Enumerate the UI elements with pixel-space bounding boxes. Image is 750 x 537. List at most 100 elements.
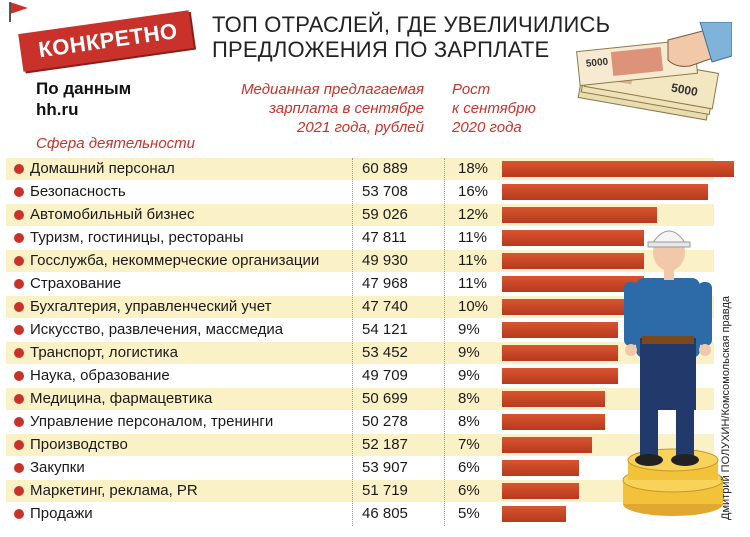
category-label: Закупки (30, 459, 85, 476)
growth-bar (502, 253, 644, 269)
source-note: По данным hh.ru (36, 78, 131, 120)
photo-credit: Дмитрий ПОЛУХИН/Комсомольская правда (720, 296, 732, 520)
growth-value: 18% (458, 160, 489, 177)
bullet-icon (14, 440, 24, 450)
growth-value: 5% (458, 505, 480, 522)
table-row: Продажи 46 805 5% (6, 503, 714, 525)
table-row: Страхование 47 968 11% (6, 273, 714, 295)
source-line-2: hh.ru (36, 100, 79, 119)
table-row: Автомобильный бизнес 59 026 12% (6, 204, 714, 226)
growth-value: 11% (458, 252, 487, 269)
sphere-header: Сфера деятельности (36, 135, 195, 152)
bullet-icon (14, 279, 24, 289)
growth-value: 7% (458, 436, 480, 453)
bullet-icon (14, 256, 24, 266)
growth-value: 8% (458, 413, 480, 430)
table-row: Госслужба, некоммерческие организации 49 … (6, 250, 714, 272)
growth-bar (502, 207, 657, 223)
title-line-1: ТОП ОТРАСЛЕЙ, ГДЕ УВЕЛИЧИЛИСЬ (212, 12, 611, 37)
salary-value: 53 708 (362, 183, 408, 200)
growth-value: 8% (458, 390, 480, 407)
category-label: Наука, образование (30, 367, 170, 384)
salary-header: Медианная предлагаемая зарплата в сентяб… (241, 80, 424, 137)
growth-value: 16% (458, 183, 489, 200)
table-row: Медицина, фармацевтика 50 699 8% (6, 388, 714, 410)
growth-bar (502, 299, 631, 315)
bullet-icon (14, 486, 24, 496)
category-label: Безопасность (30, 183, 126, 200)
category-label: Страхование (30, 275, 122, 292)
table-row: Производство 52 187 7% (6, 434, 714, 456)
growth-bar (502, 276, 644, 292)
growth-bar (502, 161, 734, 177)
salary-value: 47 740 (362, 298, 408, 315)
salary-header-line-2: зарплата в сентябре (269, 100, 424, 117)
growth-bar (502, 345, 618, 361)
growth-bar (502, 184, 708, 200)
source-line-1: По данным (36, 79, 132, 98)
salary-value: 54 121 (362, 321, 408, 338)
salary-value: 51 719 (362, 482, 408, 499)
bullet-icon (14, 348, 24, 358)
salary-value: 59 026 (362, 206, 408, 223)
category-label: Продажи (30, 505, 93, 522)
bullet-icon (14, 417, 24, 427)
table-row: Управление персоналом, тренинги 50 278 8% (6, 411, 714, 433)
salary-value: 60 889 (362, 160, 408, 177)
growth-value: 12% (458, 206, 489, 223)
category-label: Управление персоналом, тренинги (30, 413, 274, 430)
salary-value: 46 805 (362, 505, 408, 522)
growth-header-line-3: 2020 года (452, 119, 522, 136)
worker-illustration (622, 230, 724, 516)
salary-value: 53 452 (362, 344, 408, 361)
growth-header-line-2: к сентябрю (452, 100, 536, 117)
salary-value: 49 930 (362, 252, 408, 269)
category-label: Туризм, гостиницы, рестораны (30, 229, 244, 246)
growth-header: Рост к сентябрю 2020 года (452, 80, 536, 137)
salary-value: 47 811 (362, 229, 407, 246)
growth-value: 9% (458, 344, 480, 361)
table-row: Маркетинг, реклама, PR 51 719 6% (6, 480, 714, 502)
table-row: Домашний персонал 60 889 18% (6, 158, 734, 180)
growth-value: 9% (458, 367, 480, 384)
growth-value: 10% (458, 298, 489, 315)
bullet-icon (14, 394, 24, 404)
table-row: Туризм, гостиницы, рестораны 47 811 11% (6, 227, 714, 249)
bullet-icon (14, 233, 24, 243)
growth-bar (502, 322, 618, 338)
badge-label: КОНКРЕТНО (36, 18, 180, 63)
money-label-2: 5000 (670, 81, 699, 99)
growth-bar (502, 460, 579, 476)
category-label: Искусство, развлечения, массмедиа (30, 321, 284, 338)
chart-title: ТОП ОТРАСЛЕЙ, ГДЕ УВЕЛИЧИЛИСЬ ПРЕДЛОЖЕНИ… (212, 12, 610, 62)
growth-bar (502, 230, 644, 246)
bullet-icon (14, 325, 24, 335)
salary-header-line-1: Медианная предлагаемая (241, 81, 424, 98)
growth-value: 11% (458, 275, 487, 292)
growth-bar (502, 483, 579, 499)
category-label: Домашний персонал (30, 160, 175, 177)
bullet-icon (14, 302, 24, 312)
bullet-icon (14, 371, 24, 381)
category-label: Маркетинг, реклама, PR (30, 482, 198, 499)
title-line-2: ПРЕДЛОЖЕНИЯ ПО ЗАРПЛАТЕ (212, 37, 550, 62)
growth-value: 11% (458, 229, 487, 246)
bullet-icon (14, 187, 24, 197)
growth-bar (502, 506, 566, 522)
salary-header-line-3: 2021 года, рублей (296, 119, 424, 136)
table-row: Искусство, развлечения, массмедиа 54 121 9… (6, 319, 714, 341)
growth-value: 6% (458, 459, 480, 476)
konkretno-badge: КОНКРЕТНО (18, 10, 194, 72)
table-row: Транспорт, логистика 53 452 9% (6, 342, 714, 364)
salary-divider (352, 158, 353, 526)
growth-divider (444, 158, 445, 526)
table-row: Закупки 53 907 6% (6, 457, 714, 479)
salary-value: 50 699 (362, 390, 408, 407)
growth-bar (502, 368, 618, 384)
growth-value: 9% (458, 321, 480, 338)
bullet-icon (14, 210, 24, 220)
salary-value: 53 907 (362, 459, 408, 476)
growth-header-line-1: Рост (452, 81, 491, 98)
flag-icon (9, 2, 28, 22)
category-label: Производство (30, 436, 128, 453)
